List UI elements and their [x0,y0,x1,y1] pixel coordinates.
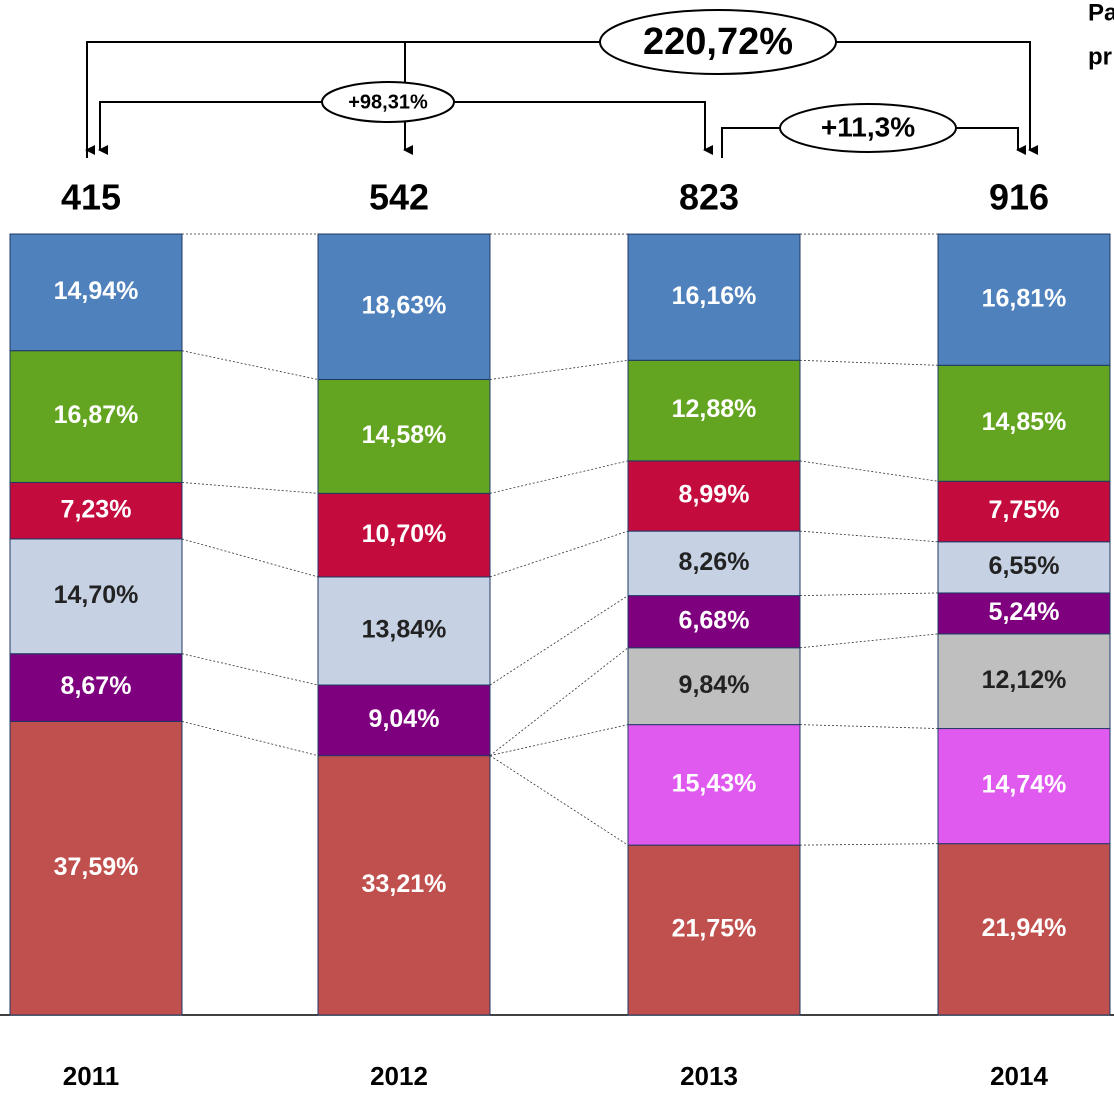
bar-segment [317,233,491,381]
annotation: +98,31% [348,91,428,113]
value-label: 37,59% [54,853,139,881]
bar-segment [937,843,1111,1016]
x-tick-label: 2014 [990,1061,1048,1091]
total-label: 415 [61,177,121,218]
bar-segment [317,492,491,578]
x-tick-label: 2013 [680,1061,738,1091]
value-label: 13,84% [362,616,447,644]
value-label: 21,94% [982,914,1067,942]
connector [181,482,319,494]
value-label: 14,74% [982,771,1067,799]
bar-segment [627,460,801,532]
bar-segment [937,728,1111,845]
x-tick-label: 2012 [370,1061,428,1091]
connector [799,633,939,649]
total-label: 542 [369,177,429,218]
x-tick-label: 2011 [63,1061,119,1091]
value-label: 7,23% [61,495,132,523]
side-text: pr [1088,43,1112,70]
total-label: 823 [679,177,739,218]
connector [799,592,939,597]
value-label: 33,21% [362,870,447,898]
bar-segment [9,538,183,655]
connector [489,595,629,686]
value-label: 5,24% [989,598,1060,626]
value-label: 6,68% [679,606,750,634]
bar-segment [937,480,1111,543]
bar-segment [9,481,183,540]
bar-segment [937,364,1111,482]
bar-segment [317,379,491,494]
value-label: 12,12% [982,666,1067,694]
annotation: +11,3% [821,111,915,142]
bar-segment [937,592,1111,635]
value-label: 6,55% [989,552,1060,580]
value-label: 7,75% [989,496,1060,524]
connector [181,350,319,380]
connector [181,538,319,578]
value-label: 12,88% [672,395,757,423]
bar-segment [9,720,183,1016]
bar-segment [9,653,183,722]
total-label: 916 [989,177,1049,218]
connector [489,647,629,756]
value-label: 9,04% [369,705,440,733]
bar-segment [627,844,801,1016]
value-label: 14,85% [982,408,1067,436]
connector [489,460,629,494]
connector [489,724,629,757]
value-label: 14,58% [362,421,447,449]
connector [489,359,629,380]
bar-segment [937,233,1111,366]
value-label: 15,43% [672,769,757,797]
bar-segment [317,684,491,757]
bar-segment [627,233,801,361]
value-label: 8,99% [679,481,750,509]
value-label: 21,75% [672,915,757,943]
connector [489,530,629,578]
connector [799,724,939,729]
value-label: 14,94% [54,277,139,305]
bar-segment [317,755,491,1016]
annotation: 220,72% [643,21,793,63]
value-label: 10,70% [362,520,447,548]
bar-segment [627,359,801,462]
bar-segment [9,233,183,352]
value-label: 9,84% [679,671,750,699]
connector [799,460,939,482]
bar-segment [627,530,801,597]
bar-segment [627,647,801,726]
bar-segment [937,541,1111,594]
value-label: 8,67% [61,672,132,700]
value-label: 8,26% [679,548,750,576]
value-label: 16,81% [982,284,1067,312]
connector [181,653,319,686]
connector [799,530,939,543]
bar-segment [937,633,1111,730]
connector [799,843,939,846]
side-text: Pa [1088,0,1114,26]
value-label: 14,70% [54,581,139,609]
connector [181,721,319,757]
bar-segment [627,595,801,649]
bar-segment [627,724,801,846]
connector [489,755,629,846]
value-label: 16,87% [54,401,139,429]
brackets [85,9,1038,158]
value-label: 18,63% [362,291,447,319]
value-label: 16,16% [672,282,757,310]
connector [799,359,939,366]
